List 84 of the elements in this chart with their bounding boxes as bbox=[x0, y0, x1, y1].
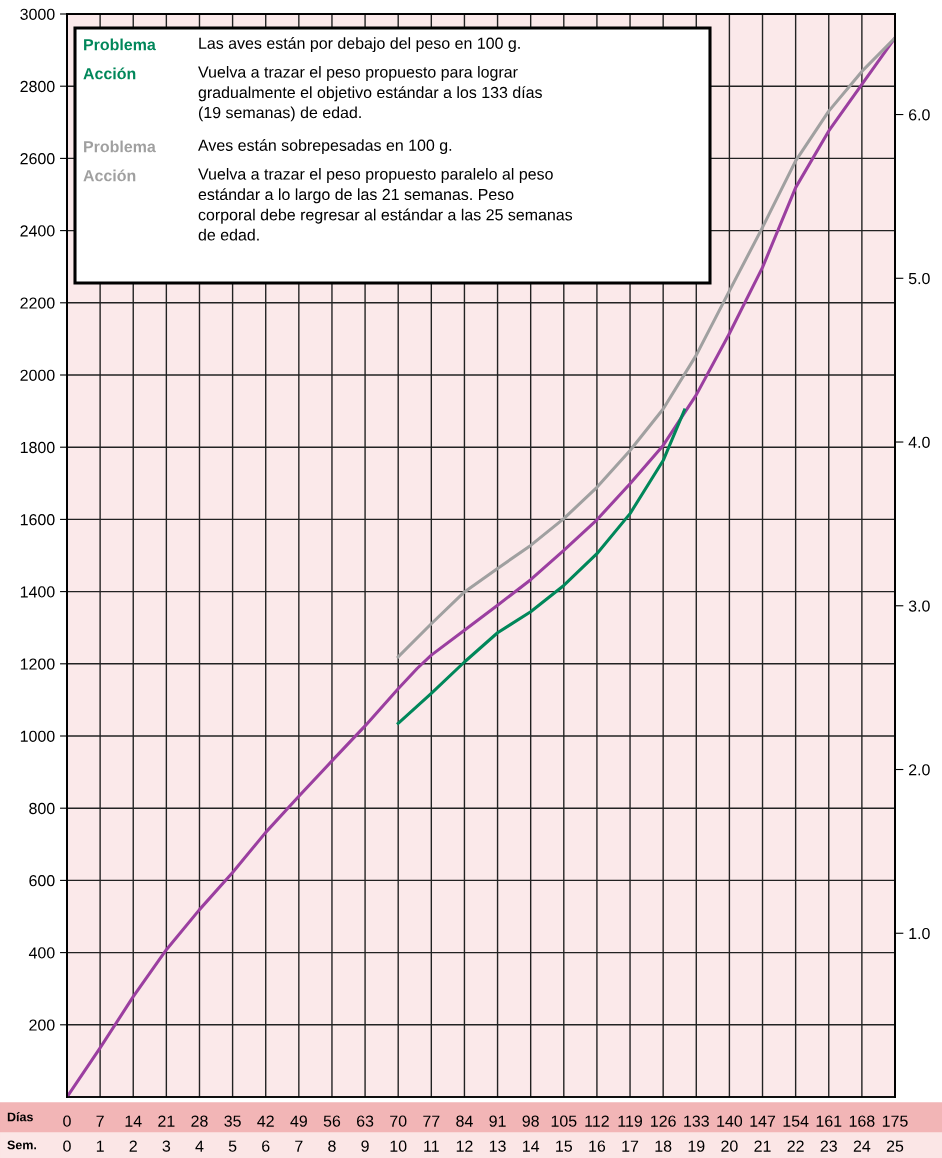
x-tick-label: 140 bbox=[717, 1115, 743, 1127]
x2-tick-label: 10 bbox=[390, 1140, 407, 1152]
x-tick-label: 21 bbox=[158, 1115, 175, 1127]
y2-tick-label: 2.0 bbox=[909, 764, 930, 776]
y2-tick-label: 3.0 bbox=[908, 600, 930, 612]
annotation: Vuelva a trazar el peso propuesto paralelo al peso estándar a lo largo de las 21 semanas. Peso corporal debe regresar al estándar a las 25 semanas de edad. bbox=[198, 168, 573, 241]
x2-tick-label: 6 bbox=[262, 1140, 270, 1152]
x2-tick-label: 16 bbox=[589, 1140, 606, 1152]
x-tick-label: 7 bbox=[96, 1115, 104, 1127]
x-tick-label: 63 bbox=[357, 1115, 374, 1127]
annotation: Problema bbox=[84, 140, 156, 153]
x-tick-label: 91 bbox=[489, 1115, 506, 1127]
x2-tick-label: 3 bbox=[162, 1140, 171, 1152]
x-tick-label: 126 bbox=[651, 1115, 676, 1127]
x2-tick-label: 22 bbox=[787, 1140, 804, 1152]
x2-tick-label: 20 bbox=[721, 1140, 738, 1152]
x-tick-label: 0 bbox=[63, 1115, 71, 1127]
x-tick-label: 112 bbox=[585, 1115, 609, 1127]
x-tick-label: 84 bbox=[456, 1115, 473, 1127]
y-tick-label: 2800 bbox=[20, 80, 55, 93]
annotation: Vuelva a trazar el peso propuesto para lograr gradualmente el objetivo estándar a los 133 días (19 semanas) de edad. bbox=[198, 66, 542, 122]
y-tick-label: 600 bbox=[29, 875, 55, 887]
x-tick-label: 161 bbox=[816, 1115, 842, 1127]
y-tick-label: 400 bbox=[28, 947, 55, 959]
x-tick-label: 56 bbox=[323, 1115, 341, 1127]
y2-tick-label: 5.0 bbox=[908, 272, 930, 285]
x-tick-label: 175 bbox=[882, 1115, 908, 1127]
y-tick-label: 1600 bbox=[20, 514, 55, 526]
annotation: Problema bbox=[84, 38, 156, 51]
x2-tick-label: 15 bbox=[556, 1140, 573, 1152]
x2-tick-label: 2 bbox=[129, 1140, 137, 1152]
x-tick-label: 42 bbox=[257, 1115, 274, 1127]
x2-tick-label: 7 bbox=[295, 1140, 303, 1152]
x2-tick-label: 24 bbox=[853, 1140, 871, 1152]
x2-tick-label: 1 bbox=[96, 1140, 104, 1152]
x-tick-label: 77 bbox=[423, 1115, 440, 1127]
y-tick-label: 1000 bbox=[20, 730, 55, 742]
x2-tick-label: 25 bbox=[886, 1140, 904, 1152]
x-tick-label: 154 bbox=[783, 1115, 809, 1127]
x2-tick-label: 21 bbox=[754, 1140, 771, 1152]
x-tick-label: 28 bbox=[191, 1115, 208, 1127]
x2-tick-label: 4 bbox=[195, 1140, 204, 1152]
x2-tick-label: 17 bbox=[622, 1140, 639, 1152]
x2-tick-label: 14 bbox=[523, 1140, 540, 1152]
x-tick-label: 49 bbox=[290, 1115, 307, 1127]
y2-tick-label: 4.0 bbox=[908, 436, 930, 448]
y-tick-label: 1200 bbox=[20, 658, 55, 670]
x-tick-label: 35 bbox=[224, 1115, 241, 1127]
x2-tick-label: 19 bbox=[688, 1140, 705, 1152]
y-tick-label: 2600 bbox=[20, 153, 55, 165]
x-axis-title: Días bbox=[7, 1112, 33, 1122]
annotation: Aves están sobrepesadas en 100 g. bbox=[198, 139, 452, 155]
y-tick-label: 1800 bbox=[20, 441, 55, 454]
y-tick-label: 2200 bbox=[20, 297, 55, 309]
y-tick-label: 800 bbox=[29, 802, 55, 815]
x2-tick-label: 0 bbox=[63, 1140, 71, 1152]
x-tick-label: 70 bbox=[390, 1115, 407, 1127]
x2-tick-label: 13 bbox=[489, 1140, 506, 1152]
y-tick-label: 2000 bbox=[20, 369, 55, 381]
x2-axis-title: Sem. bbox=[7, 1140, 37, 1150]
x-tick-label: 105 bbox=[551, 1115, 577, 1127]
y-tick-label: 3000 bbox=[20, 8, 55, 20]
y-tick-label: 200 bbox=[29, 1019, 55, 1031]
x2-tick-label: 5 bbox=[228, 1140, 237, 1152]
y-tick-label: 2400 bbox=[20, 225, 55, 237]
x-tick-label: 14 bbox=[125, 1115, 142, 1127]
annotation: Las aves están por debajo del peso en 100 g. bbox=[199, 37, 520, 53]
x2-tick-label: 18 bbox=[655, 1140, 672, 1152]
x2-tick-label: 9 bbox=[361, 1140, 369, 1152]
x2-tick-label: 11 bbox=[424, 1140, 439, 1152]
annotation: Acción bbox=[83, 67, 136, 80]
x-tick-label: 168 bbox=[849, 1115, 875, 1127]
annotation: Acción bbox=[83, 169, 136, 182]
x2-tick-label: 23 bbox=[820, 1140, 837, 1152]
y2-tick-label: 1.0 bbox=[909, 927, 930, 940]
line-series bbox=[396, 408, 686, 725]
y2-tick-label: 6.0 bbox=[909, 109, 930, 121]
x-tick-label: 119 bbox=[618, 1115, 643, 1127]
x-tick-label: 147 bbox=[750, 1115, 776, 1127]
x-tick-label: 98 bbox=[522, 1115, 539, 1127]
x-tick-label: 133 bbox=[684, 1115, 709, 1127]
x2-tick-label: 8 bbox=[328, 1140, 336, 1152]
y-tick-label: 1400 bbox=[20, 586, 55, 598]
x2-tick-label: 12 bbox=[456, 1140, 473, 1152]
